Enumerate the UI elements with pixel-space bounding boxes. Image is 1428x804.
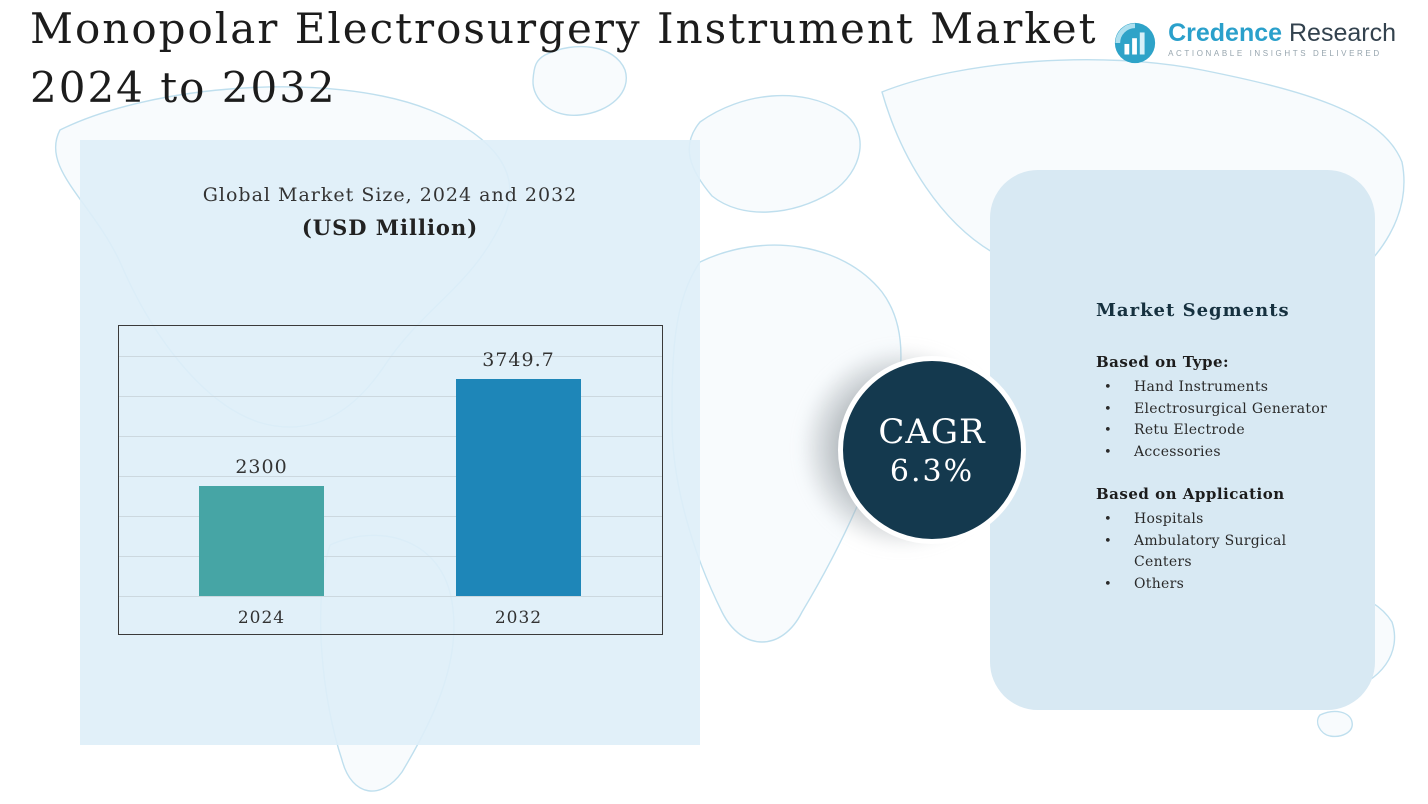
bar-chart: 2300 3749.7 2024 2032 <box>118 325 663 635</box>
category-label-2024: 2024 <box>237 608 286 628</box>
segments-content: Market Segments Based on Type: Hand Inst… <box>990 170 1375 595</box>
market-segments-panel: Market Segments Based on Type: Hand Inst… <box>990 170 1375 710</box>
cagr-value: 6.3% <box>889 453 975 489</box>
segments-heading: Market Segments <box>1096 300 1290 321</box>
list-item: Others <box>1096 574 1361 596</box>
type-list: Hand Instruments Electrosurgical Generat… <box>1096 377 1361 463</box>
cagr-badge: CAGR 6.3% <box>800 340 1040 570</box>
chart-subtitle: (USD Million) <box>301 215 479 240</box>
group-title-type: Based on Type: <box>1096 353 1230 371</box>
brand-name-primary: Credence <box>1168 19 1283 47</box>
brand-name-secondary: Research <box>1282 19 1396 47</box>
list-item: Ambulatory Surgical Centers <box>1096 531 1309 574</box>
bar-2024: 2300 <box>199 456 324 596</box>
list-item: Hospitals <box>1096 509 1361 531</box>
brand-name: Credence Research <box>1168 20 1396 46</box>
cagr-label: CAGR <box>878 411 986 452</box>
bar-value-2032: 3749.7 <box>482 349 555 371</box>
brand-logo: Credence Research Actionable Insights De… <box>1112 20 1396 66</box>
brand-tagline: Actionable Insights Delivered <box>1168 49 1382 59</box>
list-item: Hand Instruments <box>1096 377 1361 399</box>
cagr-circle: CAGR 6.3% <box>838 356 1026 544</box>
logo-chart-icon <box>1114 22 1156 64</box>
brand-text-block: Credence Research Actionable Insights De… <box>1168 20 1396 58</box>
segment-group-type: Based on Type: Hand Instruments Electros… <box>1096 353 1361 463</box>
application-list: Hospitals Ambulatory Surgical Centers Ot… <box>1096 509 1361 595</box>
chart-title: Global Market Size, 2024 and 2032 <box>202 184 578 206</box>
segment-group-application: Based on Application Hospitals Ambulator… <box>1096 485 1361 595</box>
page-title: Monopolar Electrosurgery Instrument Mark… <box>30 4 1098 112</box>
bar-value-2024: 2300 <box>235 456 288 478</box>
list-item: Accessories <box>1096 442 1361 464</box>
list-item: Retu Electrode <box>1096 420 1361 442</box>
list-item: Electrosurgical Generator <box>1096 399 1361 421</box>
market-size-panel: Global Market Size, 2024 and 2032 (USD M… <box>80 140 700 745</box>
group-title-application: Based on Application <box>1096 485 1285 503</box>
category-label-2032: 2032 <box>494 608 543 628</box>
bar-2032: 3749.7 <box>456 349 581 596</box>
